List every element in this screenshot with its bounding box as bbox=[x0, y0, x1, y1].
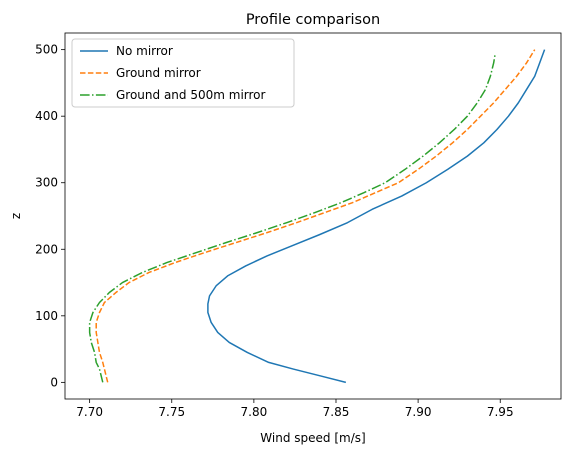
x-tick-label: 7.95 bbox=[487, 405, 514, 419]
series-line-1 bbox=[207, 49, 546, 384]
legend-box bbox=[71, 38, 295, 108]
legend-label-2: Ground mirror bbox=[116, 66, 201, 80]
x-axis: 7.70 7.75 7.80 7.85 7.90 7.95 bbox=[76, 399, 514, 419]
plot-area bbox=[88, 49, 546, 384]
legend: No mirror Ground mirror Ground and 500m mi… bbox=[71, 38, 295, 108]
y-tick-label: 200 bbox=[35, 242, 58, 256]
y-tick-label: 100 bbox=[35, 309, 58, 323]
plot-frame bbox=[64, 32, 562, 400]
series-line-2 bbox=[95, 49, 536, 383]
legend-label-1: No mirror bbox=[116, 44, 173, 58]
y-tick-label: 500 bbox=[35, 43, 58, 57]
x-axis-label: Wind speed [m/s] bbox=[260, 431, 365, 445]
y-tick-label: 400 bbox=[35, 109, 58, 123]
x-tick-label: 7.90 bbox=[405, 405, 432, 419]
x-tick-label: 7.75 bbox=[158, 405, 185, 419]
x-tick-label: 7.85 bbox=[323, 405, 350, 419]
legend-label-3: Ground and 500m mirror bbox=[116, 88, 266, 102]
y-axis: 0 100 200 300 400 500 bbox=[35, 43, 65, 389]
y-tick-label: 0 bbox=[50, 375, 58, 389]
x-tick-label: 7.70 bbox=[76, 405, 103, 419]
x-tick-label: 7.80 bbox=[241, 405, 268, 419]
y-tick-label: 300 bbox=[35, 176, 58, 190]
series-line-3 bbox=[88, 52, 497, 383]
chart-title: Profile comparison bbox=[246, 12, 380, 28]
y-axis-label: z bbox=[9, 213, 23, 219]
